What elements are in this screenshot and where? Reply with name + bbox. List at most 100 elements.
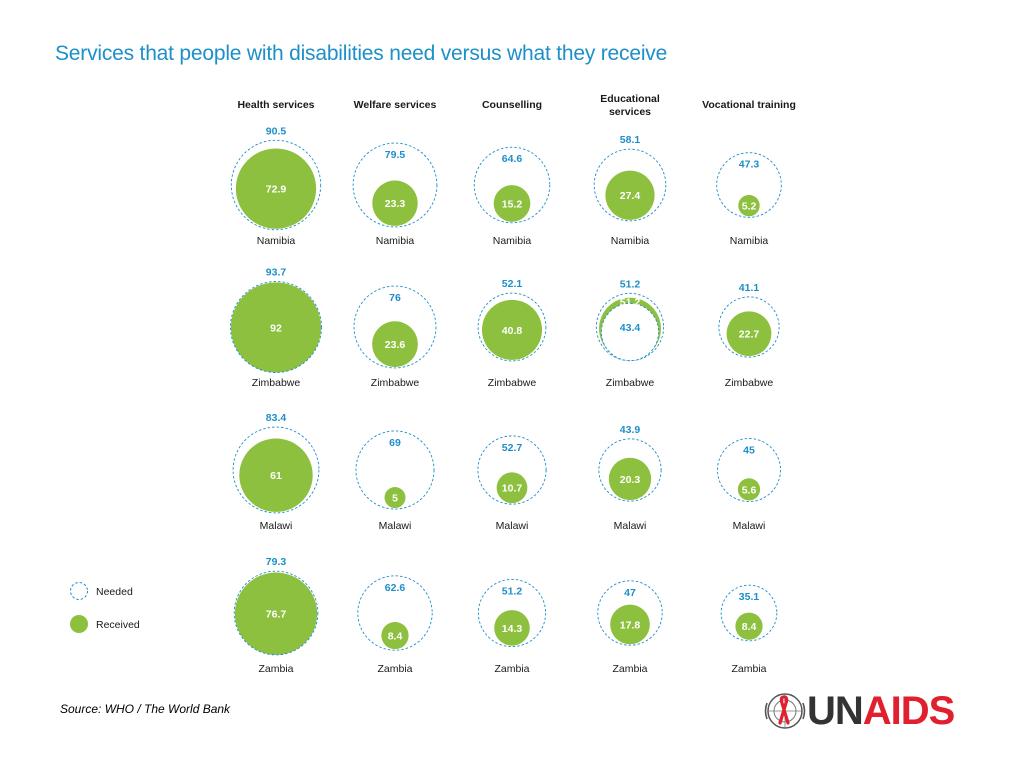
country-label: Namibia (730, 235, 769, 247)
needed-circle (233, 570, 319, 656)
received-circle (738, 194, 760, 217)
country-label: Zambia (258, 663, 293, 675)
country-label: Zimbabwe (606, 377, 655, 389)
logo-text-un: UN (807, 689, 864, 733)
country-label: Zimbabwe (725, 377, 774, 389)
unaids-logo[interactable]: UN AIDS (763, 688, 973, 734)
received-circle (610, 604, 650, 645)
received-circle (494, 610, 530, 646)
received-circle (230, 282, 322, 373)
bubble-cell: 62.6 8.4 Zambia (357, 575, 433, 675)
needed-circle (598, 438, 662, 502)
received-value-label: 40.8 (502, 325, 523, 337)
needed-circle (593, 148, 667, 222)
country-label: Malawi (733, 520, 766, 532)
bubble-cell: 35.1 8.4 Zambia (720, 584, 778, 675)
needed-value-label: 83.4 (266, 412, 287, 424)
legend-received-swatch (70, 615, 88, 633)
bubble-cell: 45 5.6 Malawi (717, 438, 781, 532)
legend-received-label: Received (96, 619, 140, 631)
needed-circle (597, 580, 663, 646)
needed-value-label: 35.1 (739, 591, 760, 603)
country-label: Malawi (496, 520, 529, 532)
received-value-label: 72.9 (266, 184, 287, 196)
needed-value-label: 43.9 (620, 424, 641, 436)
logo-text-aids: AIDS (862, 689, 956, 733)
needed-inner-outline (600, 302, 660, 362)
needed-circle (716, 152, 782, 218)
bubble-cell: 79.3 76.7 Zambia (233, 556, 319, 675)
needed-circle (352, 142, 438, 228)
service-header-line: services (609, 106, 651, 118)
needed-circle (717, 438, 781, 502)
received-value-label: 5 (392, 493, 398, 505)
bubble-cell: 52.7 10.7 Malawi (477, 435, 547, 532)
country-label: Malawi (260, 520, 293, 532)
bubble-cell: 43.9 20.3 Malawi (598, 424, 662, 532)
received-circle (726, 311, 772, 357)
received-value-label: 22.7 (739, 329, 760, 341)
country-label: Namibia (611, 235, 650, 247)
needed-circle (595, 292, 665, 362)
bubble-cell: 41.1 22.7 Zimbabwe (718, 282, 780, 389)
received-value-label: 61 (270, 470, 282, 482)
received-inner-hole (601, 303, 659, 361)
needed-circle (473, 146, 551, 224)
received-circle (735, 612, 763, 640)
received-circle (481, 299, 543, 360)
bubble-cell: 69 5 Malawi (355, 430, 435, 532)
service-headers: Health services Welfare services Counselli… (237, 93, 795, 118)
bubble-cell: 90.5 72.9 Namibia (230, 125, 322, 247)
service-header-line: Educational (600, 93, 660, 105)
needed-circle (357, 575, 433, 651)
received-circle (384, 487, 406, 509)
service-header-line: Welfare services (354, 99, 437, 111)
needed-value-label: 64.6 (502, 153, 523, 165)
needed-circle (353, 285, 437, 369)
service-header: Welfare services (354, 99, 437, 111)
received-circle (235, 148, 317, 229)
service-header: Counselling (482, 99, 542, 111)
needed-circle (230, 281, 322, 373)
bubble-cell: 47.3 5.2 Namibia (716, 152, 782, 247)
received-value-label: 17.8 (620, 619, 641, 631)
needed-value-label: 52.7 (502, 442, 523, 454)
bubble-cell: 64.6 15.2 Namibia (473, 146, 551, 247)
needed-value-label: 79.5 (385, 149, 406, 161)
needed-value-label: 58.1 (620, 134, 641, 146)
received-circle (605, 170, 655, 220)
received-circle (234, 572, 318, 655)
received-value-label: 15.2 (502, 198, 523, 210)
country-label: Malawi (379, 520, 412, 532)
needed-value-label: 45 (743, 444, 755, 456)
needed-circle (477, 435, 547, 505)
needed-value-label: 47.3 (739, 159, 760, 171)
legend-needed-label: Needed (96, 586, 133, 598)
needed-value-label: 90.5 (266, 125, 287, 137)
service-header-line: Counselling (482, 99, 542, 111)
needed-circle (477, 578, 547, 648)
country-label: Zambia (731, 663, 766, 675)
needed-circle (230, 139, 322, 231)
received-circle (496, 472, 528, 504)
needed-value-label: 69 (389, 437, 401, 449)
needed-circle (718, 296, 780, 358)
bubble-cell: 83.4 61 Malawi (232, 412, 320, 532)
received-circle (737, 478, 761, 501)
received-value-label: 23.3 (385, 198, 406, 210)
needed-value-label: 52.1 (502, 278, 523, 290)
legend-needed-swatch (70, 582, 88, 600)
needed-value-label: 62.6 (385, 582, 406, 594)
service-header-line: Vocational training (702, 99, 796, 111)
needed-circle (477, 292, 547, 362)
needed-value-label: 47 (624, 587, 636, 599)
needed-value-label-overlay: 51.2 (620, 296, 641, 308)
received-value-label: 27.4 (620, 190, 641, 202)
needed-value-label: 79.3 (266, 556, 287, 568)
un-emblem-red-ribbon-icon (764, 693, 806, 729)
country-label: Namibia (493, 235, 532, 247)
country-label: Zambia (377, 663, 412, 675)
service-header: Health services (237, 99, 314, 111)
service-header: Vocational training (702, 99, 796, 111)
